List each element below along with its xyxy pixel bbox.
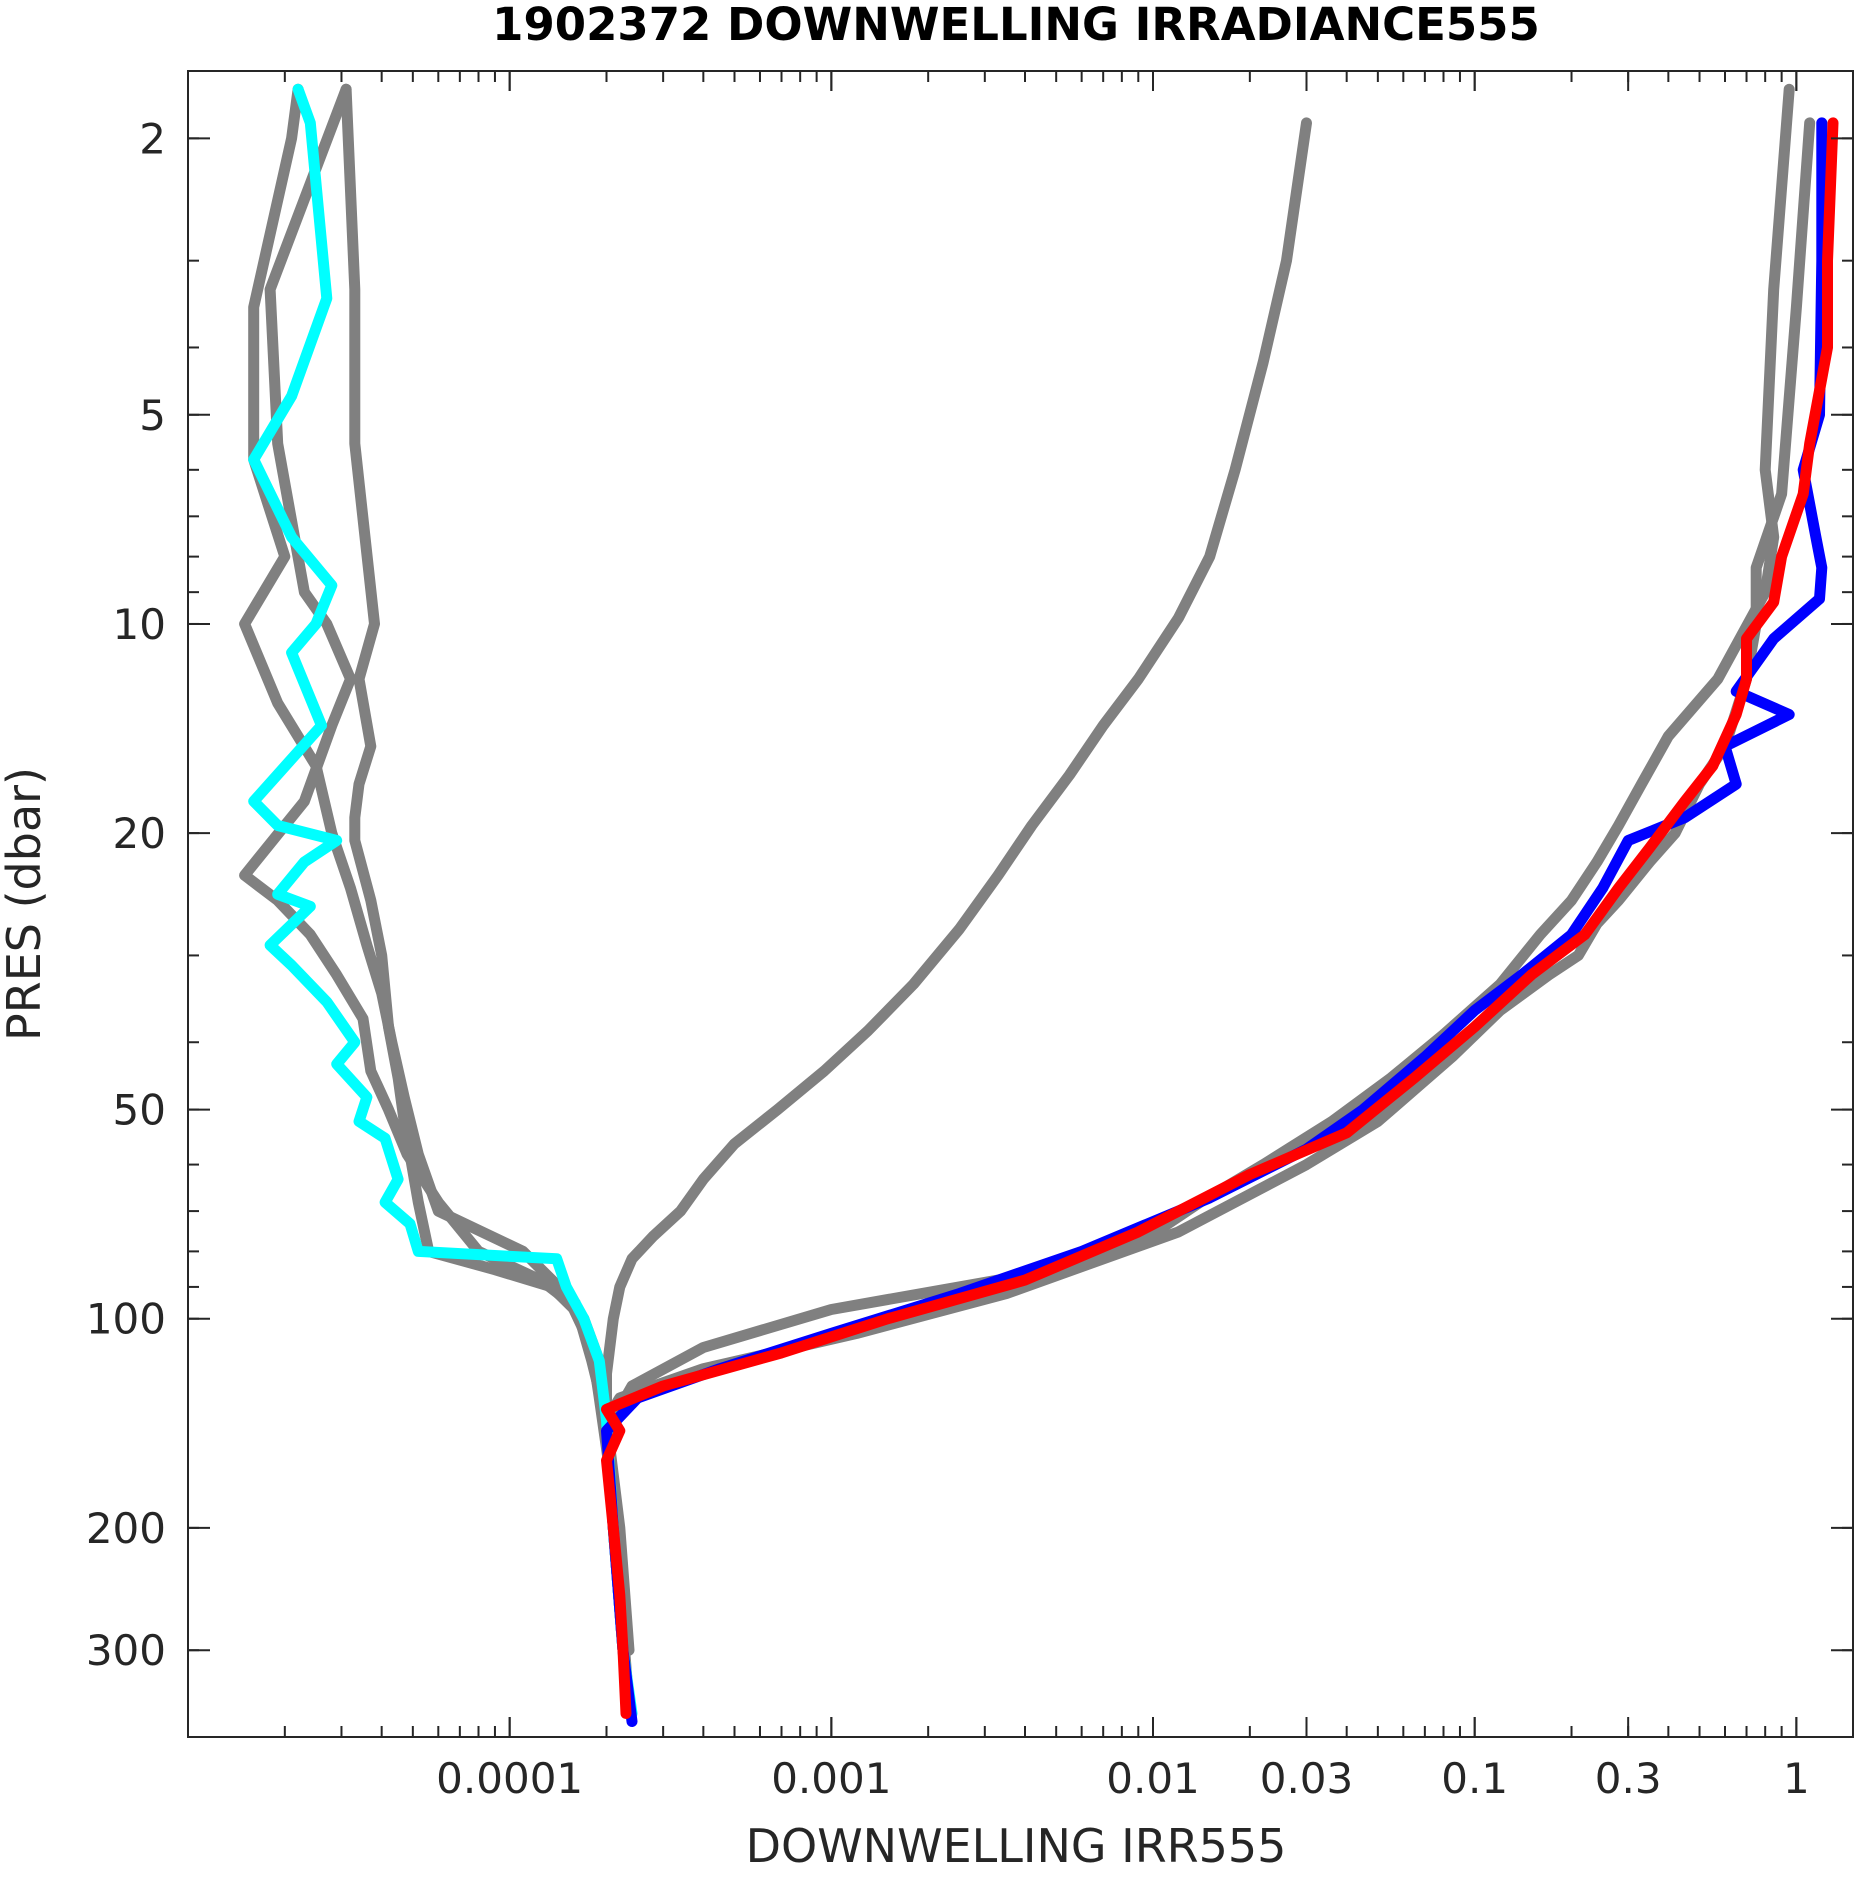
- y-tick-label: 20: [113, 809, 166, 858]
- x-tick-label: 0.3: [1595, 1754, 1662, 1803]
- profile-line-9: [601, 117, 1839, 1719]
- x-tick-label: 0.0001: [436, 1754, 583, 1803]
- y-tick-label: 50: [113, 1086, 166, 1135]
- x-tick-label: 0.03: [1260, 1754, 1354, 1803]
- profile-line-7: [248, 83, 638, 1719]
- y-tick-label: 10: [113, 600, 166, 649]
- y-axis-label: PRES (dbar): [0, 767, 51, 1041]
- profile-line-4: [601, 117, 1312, 1656]
- y-tick-label: 2: [139, 114, 166, 163]
- chart-title: 1902372 DOWNWELLING IRRADIANCE555: [492, 0, 1540, 51]
- x-tick-label: 0.1: [1441, 1754, 1508, 1803]
- y-tick-label: 100: [86, 1295, 166, 1344]
- x-tick-label: 1: [1783, 1754, 1810, 1803]
- ticks-layer: 0.0001 0.001 0.01 0.03 0.1 0.3 1 2 5 10 20 50 100 200…: [86, 71, 1853, 1803]
- y-tick-label: 5: [139, 391, 166, 440]
- plot-frame: [187, 70, 1854, 1738]
- y-tick-label: 200: [86, 1504, 166, 1553]
- x-tick-label: 0.001: [771, 1754, 891, 1803]
- y-tick-label: 300: [86, 1626, 166, 1675]
- x-axis-label: DOWNWELLING IRR555: [746, 1819, 1287, 1873]
- x-tick-label: 0.01: [1106, 1754, 1200, 1803]
- series-layer: [239, 83, 1839, 1727]
